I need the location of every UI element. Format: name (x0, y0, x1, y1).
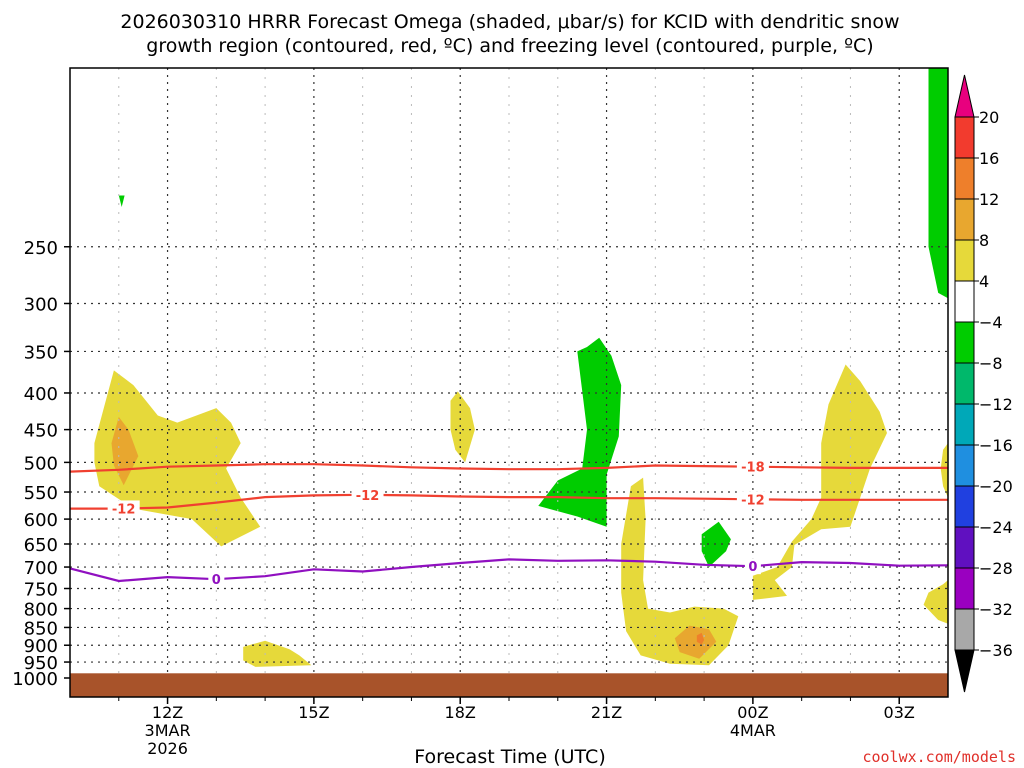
omega-region-13 (118, 195, 125, 207)
colorbar-label-8: −16 (979, 436, 1013, 455)
pressure-gridlines (70, 68, 948, 674)
colorbar-top-arrow (954, 74, 975, 118)
colorbar-label-3: 8 (979, 231, 989, 250)
omega-region-8 (923, 580, 948, 624)
colorbar-label-6: −8 (979, 354, 1003, 373)
omega-region-11 (701, 521, 731, 567)
x-tick-label-18Z: 18Z (445, 703, 476, 722)
colorbar-box-7 (954, 403, 975, 446)
freezing-label-1-bg (744, 558, 761, 575)
omega-region-2 (450, 391, 475, 463)
x-tick-label-21Z: 21Z (591, 703, 622, 722)
omega-region-3 (243, 640, 312, 667)
dgz-label-1: -12 (112, 502, 136, 517)
y-tick-label-850: 850 (24, 618, 58, 639)
x-tick-date-12Z: 3MAR (145, 721, 191, 740)
chart-title-line1: 2026030310 HRRR Forecast Omega (shaded, … (120, 11, 899, 33)
chart-title-line2: growth region (contoured, red, ºC) and f… (146, 35, 873, 57)
freezing-label-1: 0 (748, 560, 757, 575)
colorbar-box-1 (954, 157, 975, 200)
x-axis-title: Forecast Time (UTC) (414, 746, 605, 768)
colorbar-label-4: 4 (979, 272, 989, 291)
colorbar-box-0 (954, 116, 975, 159)
x-tick-label-12Z: 12Z (152, 703, 183, 722)
y-tick-label-750: 750 (24, 580, 58, 601)
colorbar-label-9: −20 (979, 477, 1013, 496)
x-tick-label-03Z: 03Z (884, 703, 915, 722)
colorbar-box-4 (954, 280, 975, 323)
dgz-label-0-bg (736, 458, 769, 475)
temperature-contours: -18 -12 -12 -12 0 0 (69, 458, 949, 588)
colorbar-label-7: −12 (979, 395, 1013, 414)
y-tick-label-600: 600 (24, 510, 58, 531)
omega-region-10 (538, 337, 622, 527)
dgz-label-1-bg (107, 500, 140, 517)
dgz-label-3: -12 (741, 493, 765, 508)
y-tick-label-650: 650 (24, 535, 58, 556)
y-tick-label-400: 400 (24, 384, 58, 405)
plot-frame (69, 67, 949, 698)
y-tick-label-900: 900 (24, 636, 58, 657)
y-tick-label-800: 800 (24, 600, 58, 621)
colorbar-label-13: −36 (979, 641, 1013, 660)
colorbar-box-11 (954, 567, 975, 610)
omega-region-5 (674, 625, 717, 659)
colorbar-label-12: −32 (979, 600, 1013, 619)
colorbar-box-12 (954, 608, 975, 651)
dgz-contour--12 (70, 493, 948, 510)
y-tick-label-300: 300 (24, 294, 58, 315)
y-tick-label-550: 550 (24, 483, 58, 504)
colorbar-box-10 (954, 526, 975, 569)
y-tick-label-950: 950 (24, 653, 58, 674)
y-tick-label-1000: 1000 (12, 669, 58, 690)
y-tick-label-500: 500 (24, 453, 58, 474)
y-tick-label-350: 350 (24, 342, 58, 363)
freezing-level-contour (69, 558, 949, 583)
x-tick-year-12Z: 2026 (147, 739, 188, 758)
freezing-label-0: 0 (212, 573, 221, 588)
omega-region-12 (928, 68, 948, 299)
colorbar-label-5: −4 (979, 313, 1003, 332)
dgz-label-2: -12 (356, 489, 380, 504)
credit-text: coolwx.com/models (862, 748, 1016, 766)
dgz-label-0: -18 (741, 461, 765, 476)
ground-terrain (70, 673, 948, 697)
colorbar-box-9 (954, 485, 975, 528)
dgz-contour--18 (69, 463, 948, 473)
x-tick-label-00Z: 00Z (737, 703, 768, 722)
y-tick-label-250: 250 (24, 238, 58, 259)
y-axis: 2503003504004505005506006507007508008509… (12, 238, 70, 690)
dgz-label-3-bg (736, 491, 769, 508)
y-tick-label-450: 450 (24, 421, 58, 442)
freezing-label-0-bg (208, 571, 225, 588)
colorbar-label-1: 16 (979, 149, 999, 168)
omega-region-4 (621, 477, 739, 666)
colorbar-label-10: −24 (979, 518, 1013, 537)
colorbar-label-2: 12 (979, 190, 999, 209)
colorbar-label-11: −28 (979, 559, 1013, 578)
colorbar-box-6 (954, 362, 975, 405)
colorbar-box-5 (954, 321, 975, 364)
dgz-label-2-bg (351, 486, 384, 503)
colorbar-box-2 (954, 198, 975, 241)
colorbar-bottom-arrow (954, 649, 975, 693)
colorbar-label-0: 20 (979, 108, 999, 127)
omega-region-9 (940, 443, 948, 498)
x-tick-label-15Z: 15Z (298, 703, 329, 722)
y-tick-label-700: 700 (24, 558, 58, 579)
colorbar-box-8 (954, 444, 975, 487)
colorbar-box-3 (954, 239, 975, 282)
omega-region-7 (752, 364, 887, 600)
x-tick-date-00Z: 4MAR (730, 721, 776, 740)
colorbar: 20 16 12 8 4 −4 −8 −12 −16 −20 −24 −28 −32 −36 (954, 74, 1013, 693)
omega-region-6 (696, 632, 705, 645)
